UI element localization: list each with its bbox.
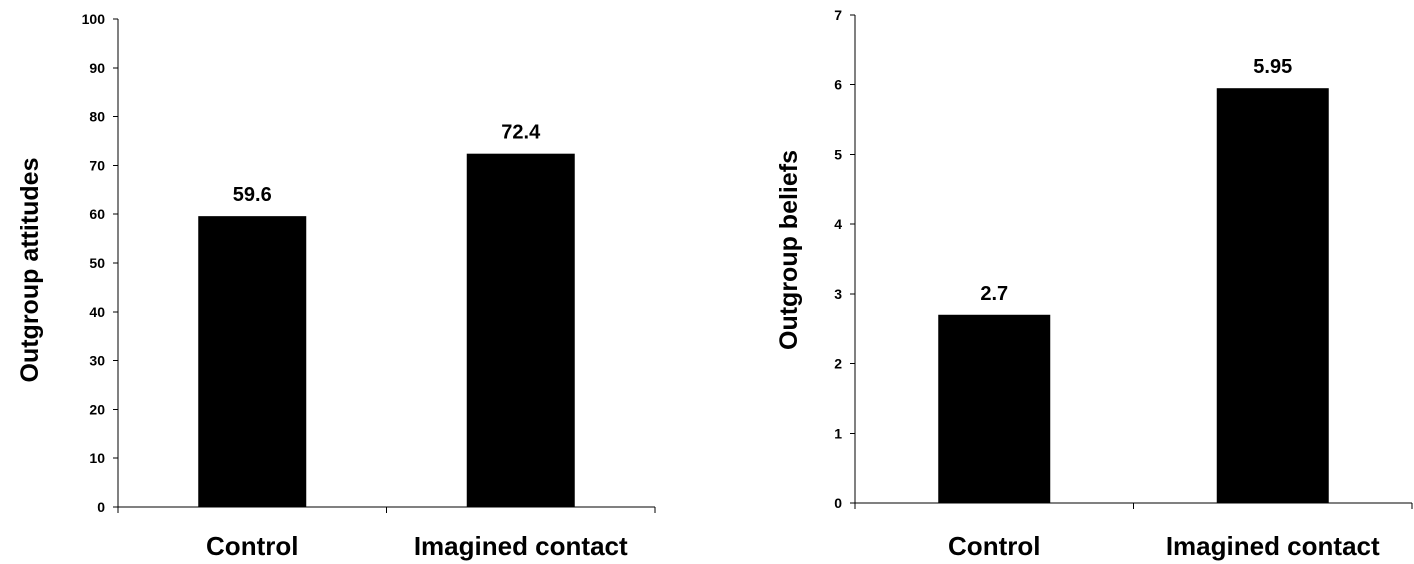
x-category-label: Imagined contact [1166,531,1380,561]
outgroup-attitudes-chart: 0 10 20 30 40 50 60 70 80 90 100 59.6 Control 72.4 Ima… [16,11,656,561]
y-axis-title: Outgroup attitudes [16,158,44,383]
x-category-label: Control [948,531,1040,561]
y-tick-label: 50 [89,255,105,271]
bar [466,153,575,508]
y-tick-label: 6 [834,77,842,93]
y-tick-label: 2 [834,356,842,372]
y-tick-label: 5 [834,146,842,162]
y-tick-label: 20 [89,401,105,417]
x-category-label: Control [206,531,298,561]
y-tick-label: 7 [834,7,842,23]
bar [938,314,1051,503]
y-tick-label: 30 [89,353,105,369]
y-axis-title: Outgroup beliefs [775,150,803,350]
outgroup-beliefs-chart: 0 1 2 3 4 5 6 7 2.7 Control 5.95 Imagined contact Ou… [775,7,1413,561]
bar-value-label: 59.6 [233,184,272,206]
y-tick-label: 3 [834,286,842,302]
bar-value-label: 5.95 [1253,56,1292,78]
y-tick-label: 0 [834,495,842,511]
y-tick-label: 80 [89,109,105,125]
x-category-label: Imagined contact [414,531,628,561]
y-tick-label: 40 [89,304,105,320]
y-tick-label: 1 [834,425,842,441]
bar-value-label: 2.7 [980,283,1008,305]
y-tick-label: 0 [97,499,105,515]
y-tick-label: 90 [89,60,105,76]
y-tick-label: 10 [89,450,105,466]
bar-value-label: 72.4 [501,122,541,144]
y-tick-label: 4 [834,216,842,232]
y-tick-label: 60 [89,206,105,222]
bar [1216,88,1329,503]
bar [198,216,307,508]
y-tick-label: 70 [89,157,105,173]
y-tick-label: 100 [82,11,106,27]
